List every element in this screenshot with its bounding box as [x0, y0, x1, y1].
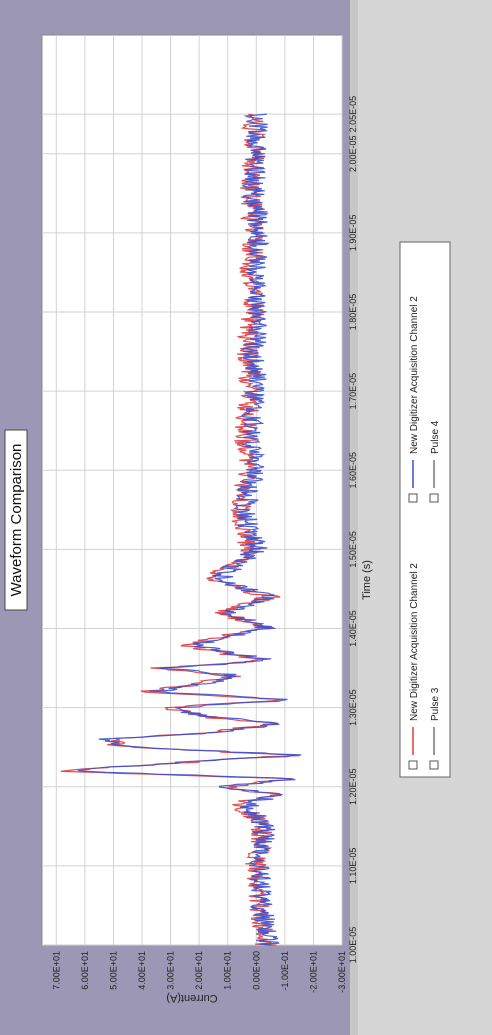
y-tick-label: 3.00E+01: [166, 951, 176, 990]
y-tick-label: -3.00E+01: [337, 951, 347, 993]
y-tick-label: 0.00E+00: [251, 951, 261, 990]
legend-checkbox: [429, 493, 439, 503]
x-tick-label: 1.70E-05: [348, 373, 358, 410]
x-tick-label: 1.00E-05: [348, 927, 358, 964]
legend-checkbox: [408, 493, 418, 503]
y-tick-label: 6.00E+01: [80, 951, 90, 990]
y-tick-label: 7.00E+01: [51, 951, 61, 990]
y-tick-label: 2.00E+01: [194, 951, 204, 990]
series-line-2: [77, 113, 302, 946]
legend-item-label: New Digitizer Acquisition Channel 2: [409, 563, 420, 721]
x-tick-label: 1.90E-05: [348, 215, 358, 252]
legend-item-label: New Digitizer Acquisition Channel 2: [409, 296, 420, 454]
y-tick-label: 4.00E+01: [137, 951, 147, 990]
legend-item-label: Pulse 4: [430, 420, 441, 454]
x-tick-label: 1.50E-05: [348, 531, 358, 568]
x-tick-label: 2.05E-05: [348, 96, 358, 133]
legend-item-label: Pulse 3: [430, 687, 441, 721]
y-tick-label: -2.00E+01: [308, 951, 318, 993]
y-tick-label: 1.00E+01: [223, 951, 233, 990]
legend-checkbox: [429, 760, 439, 770]
x-tick-label: 2.00E-05: [348, 135, 358, 172]
chart-title-box: [4, 429, 28, 611]
y-axis-label: Current(A): [166, 992, 217, 1004]
x-tick-label: 1.60E-05: [348, 452, 358, 489]
frame-divider: [350, 0, 358, 1035]
chart-rotated-group: 7.00E+01 6.00E+01 5.00E+01 4.00E+01 3.00E+01…: [4, 34, 451, 1004]
chart-title: Waveform Comparison: [8, 444, 25, 597]
y-tick-label: -1.00E-01: [280, 951, 290, 991]
x-tick-label: 1.30E-05: [348, 689, 358, 726]
x-tick-label: 1.10E-05: [348, 848, 358, 885]
plot-area: [41, 34, 343, 946]
x-tick-label: 1.80E-05: [348, 294, 358, 331]
legend-checkbox: [408, 760, 418, 770]
legend-box: [399, 241, 451, 778]
x-tick-label: 1.40E-05: [348, 610, 358, 647]
y-tick-label: 5.00E+01: [108, 951, 118, 990]
x-tick-label: 1.20E-05: [348, 768, 358, 805]
x-axis-label: Time (s): [361, 560, 373, 600]
